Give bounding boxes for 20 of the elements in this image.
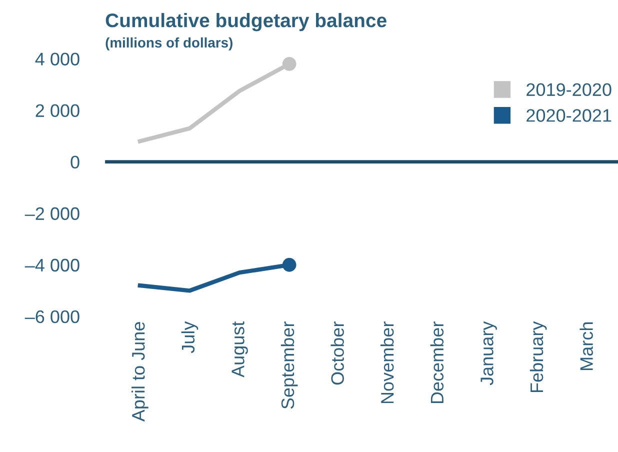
x-tick-label: November [380, 322, 394, 404]
x-tick-label: January [480, 321, 497, 386]
y-tick-label: –2 000 [24, 207, 80, 220]
x-tick-label: October [330, 322, 344, 385]
x-tick-label: April to June [132, 322, 148, 422]
x-tick-label: March [580, 322, 593, 370]
legend-label: 2019-2020 [526, 83, 612, 96]
x-tick-label: December [430, 322, 444, 404]
y-tick-label: 0 [70, 156, 80, 169]
chart-title: Cumulative budgetary balance [106, 13, 386, 32]
x-tick-label: February [530, 321, 547, 392]
y-tick-label: 2 000 [36, 104, 80, 118]
y-tick-label: –6 000 [24, 310, 80, 324]
x-tick-label: September [280, 322, 298, 409]
y-tick-label: 4 000 [35, 52, 80, 66]
legend-label: 2020-2021 [526, 109, 612, 122]
x-tick-label: August [232, 321, 248, 378]
x-tick-label: July [181, 321, 198, 354]
chart-subtitle: (millions of dollars) [106, 37, 232, 50]
y-tick-label: –4 000 [24, 258, 80, 272]
